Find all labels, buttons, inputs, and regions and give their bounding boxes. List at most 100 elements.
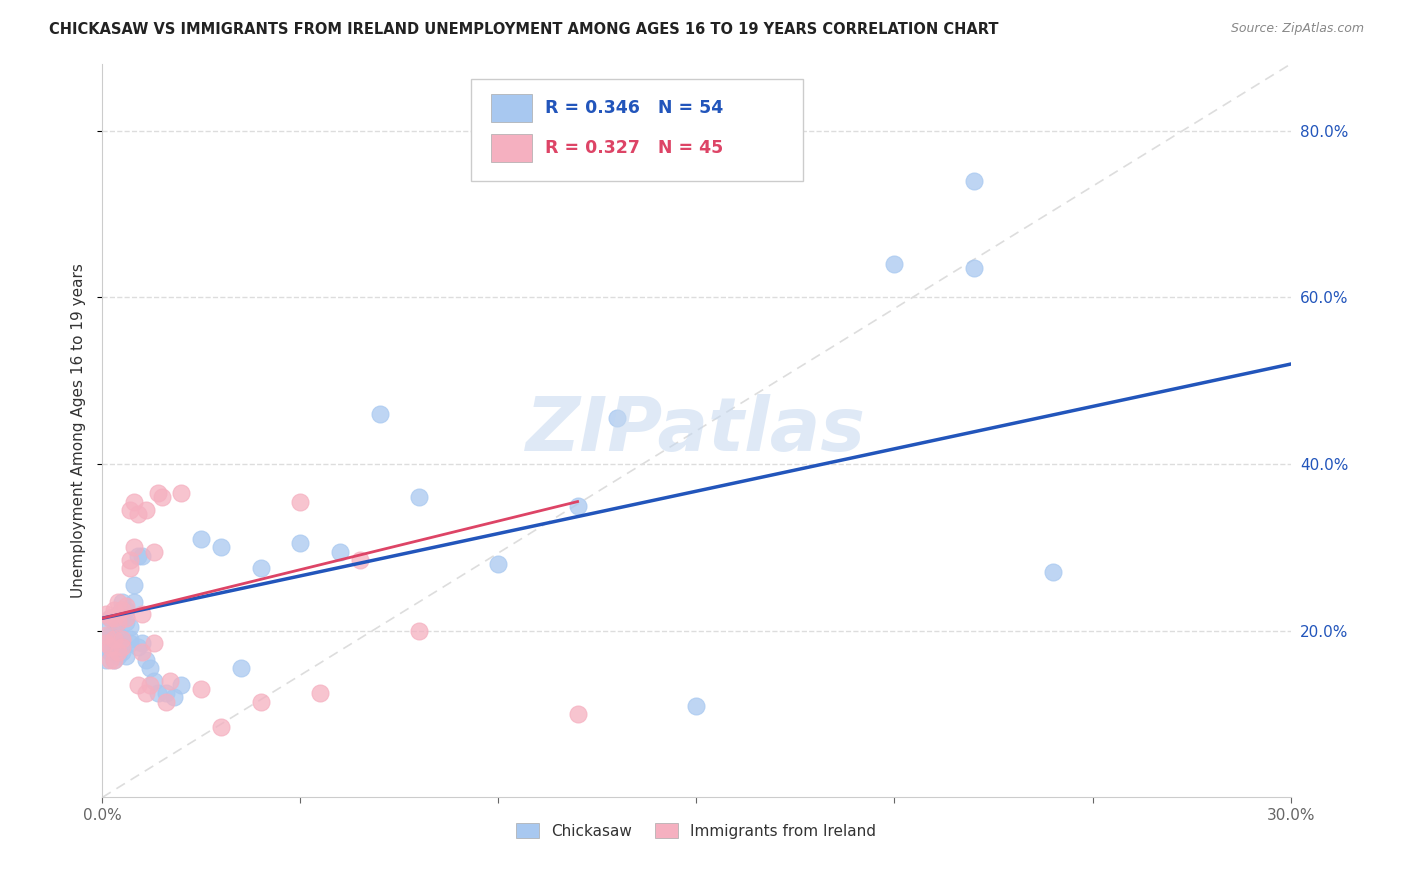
Point bbox=[111, 632, 134, 646]
Point bbox=[122, 541, 145, 555]
Point bbox=[142, 544, 165, 558]
Point bbox=[883, 257, 905, 271]
Point bbox=[567, 499, 589, 513]
Point bbox=[118, 561, 141, 575]
Point bbox=[127, 549, 149, 563]
Point bbox=[290, 494, 312, 508]
Point bbox=[567, 707, 589, 722]
Text: Source: ZipAtlas.com: Source: ZipAtlas.com bbox=[1230, 22, 1364, 36]
Point bbox=[103, 636, 125, 650]
Point bbox=[1042, 566, 1064, 580]
Point bbox=[98, 640, 121, 655]
Point bbox=[96, 607, 118, 621]
Point bbox=[98, 636, 121, 650]
Point bbox=[122, 578, 145, 592]
Point bbox=[98, 653, 121, 667]
Point bbox=[329, 544, 352, 558]
Point bbox=[146, 686, 169, 700]
Point bbox=[96, 640, 118, 655]
Point bbox=[107, 648, 129, 663]
Point bbox=[118, 636, 141, 650]
Text: ZIPatlas: ZIPatlas bbox=[526, 394, 866, 467]
Point bbox=[309, 686, 332, 700]
Point bbox=[159, 673, 181, 688]
Point bbox=[142, 636, 165, 650]
Point bbox=[131, 644, 153, 658]
Point bbox=[139, 661, 162, 675]
Point bbox=[135, 503, 157, 517]
Point bbox=[98, 644, 121, 658]
Bar bbox=[491, 95, 533, 122]
Text: R = 0.346   N = 54: R = 0.346 N = 54 bbox=[546, 99, 724, 117]
Point bbox=[96, 628, 118, 642]
Point bbox=[111, 611, 134, 625]
Legend: Chickasaw, Immigrants from Ireland: Chickasaw, Immigrants from Ireland bbox=[510, 816, 883, 845]
Point bbox=[103, 611, 125, 625]
Point bbox=[107, 640, 129, 655]
Point bbox=[290, 536, 312, 550]
Point bbox=[98, 611, 121, 625]
Point bbox=[118, 632, 141, 646]
Point bbox=[122, 594, 145, 608]
Text: CHICKASAW VS IMMIGRANTS FROM IRELAND UNEMPLOYMENT AMONG AGES 16 TO 19 YEARS CORR: CHICKASAW VS IMMIGRANTS FROM IRELAND UNE… bbox=[49, 22, 998, 37]
Point bbox=[963, 174, 986, 188]
Point bbox=[146, 486, 169, 500]
Point bbox=[115, 611, 138, 625]
Point bbox=[190, 682, 212, 697]
Point bbox=[408, 624, 430, 638]
Point bbox=[96, 636, 118, 650]
Point bbox=[131, 607, 153, 621]
Point bbox=[103, 628, 125, 642]
Bar bbox=[491, 135, 533, 162]
Point bbox=[115, 648, 138, 663]
Point bbox=[368, 407, 391, 421]
Point bbox=[131, 549, 153, 563]
Point bbox=[103, 632, 125, 646]
Text: R = 0.327   N = 45: R = 0.327 N = 45 bbox=[546, 139, 724, 157]
Point bbox=[111, 603, 134, 617]
Point bbox=[127, 678, 149, 692]
FancyBboxPatch shape bbox=[471, 78, 803, 181]
Point bbox=[963, 261, 986, 276]
Point bbox=[486, 557, 509, 571]
Point bbox=[131, 636, 153, 650]
Y-axis label: Unemployment Among Ages 16 to 19 years: Unemployment Among Ages 16 to 19 years bbox=[72, 263, 86, 599]
Point bbox=[209, 541, 232, 555]
Point bbox=[135, 653, 157, 667]
Point bbox=[111, 594, 134, 608]
Point bbox=[249, 561, 271, 575]
Point bbox=[111, 644, 134, 658]
Point bbox=[127, 640, 149, 655]
Point bbox=[115, 615, 138, 630]
Point bbox=[190, 532, 212, 546]
Point bbox=[150, 491, 173, 505]
Point bbox=[98, 628, 121, 642]
Point bbox=[249, 695, 271, 709]
Point bbox=[118, 619, 141, 633]
Point bbox=[118, 503, 141, 517]
Point bbox=[606, 411, 628, 425]
Point bbox=[115, 599, 138, 613]
Point bbox=[98, 611, 121, 625]
Point bbox=[127, 507, 149, 521]
Point bbox=[107, 644, 129, 658]
Point bbox=[103, 653, 125, 667]
Point bbox=[103, 653, 125, 667]
Point bbox=[107, 615, 129, 630]
Point bbox=[685, 698, 707, 713]
Point bbox=[107, 607, 129, 621]
Point bbox=[209, 720, 232, 734]
Point bbox=[155, 686, 177, 700]
Point bbox=[96, 624, 118, 638]
Point bbox=[349, 553, 371, 567]
Point bbox=[170, 486, 193, 500]
Point bbox=[103, 611, 125, 625]
Point bbox=[96, 653, 118, 667]
Point bbox=[135, 686, 157, 700]
Point bbox=[107, 594, 129, 608]
Point bbox=[162, 690, 184, 705]
Point bbox=[122, 494, 145, 508]
Point bbox=[229, 661, 252, 675]
Point bbox=[103, 603, 125, 617]
Point bbox=[142, 673, 165, 688]
